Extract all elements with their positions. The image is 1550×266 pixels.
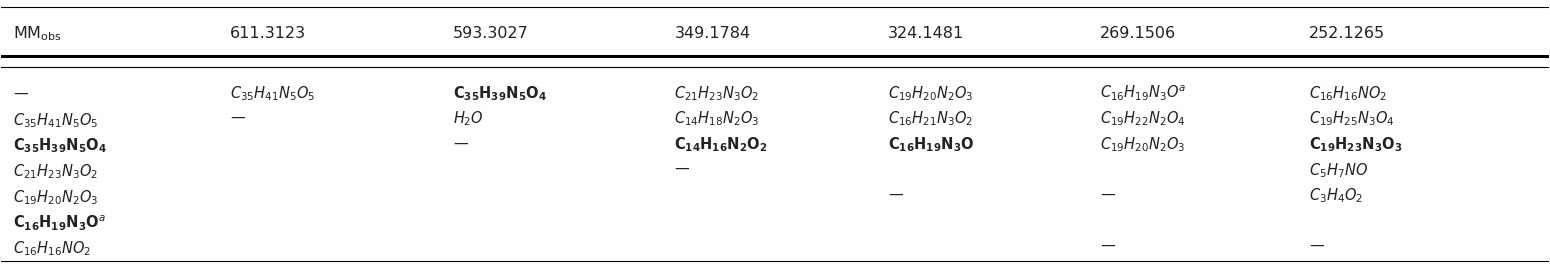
Text: —: — [1100,238,1114,253]
Text: $C_{19}H_{20}N_{2}O_{3}$: $C_{19}H_{20}N_{2}O_{3}$ [1100,135,1186,154]
Text: $C_{16}H_{16}NO_{2}$: $C_{16}H_{16}NO_{2}$ [12,239,91,258]
Text: $C_{3}H_{4}O_{2}$: $C_{3}H_{4}O_{2}$ [1310,187,1364,205]
Text: —: — [229,110,245,125]
Text: $C_{21}H_{23}N_{3}O_{2}$: $C_{21}H_{23}N_{3}O_{2}$ [12,162,98,181]
Text: $C_{21}H_{23}N_{3}O_{2}$: $C_{21}H_{23}N_{3}O_{2}$ [674,84,760,103]
Text: $\mathbf{C_{16}H_{19}N_{3}O}$: $\mathbf{C_{16}H_{19}N_{3}O}$ [888,135,975,154]
Text: $C_{16}H_{16}NO_{2}$: $C_{16}H_{16}NO_{2}$ [1310,84,1387,103]
Text: —: — [888,187,902,202]
Text: —: — [453,135,468,150]
Text: $\mathbf{C_{14}H_{16}N_{2}O_{2}}$: $\mathbf{C_{14}H_{16}N_{2}O_{2}}$ [674,135,767,154]
Text: $C_{19}H_{25}N_{3}O_{4}$: $C_{19}H_{25}N_{3}O_{4}$ [1310,110,1395,128]
Text: $C_{19}H_{20}N_{2}O_{3}$: $C_{19}H_{20}N_{2}O_{3}$ [12,188,98,207]
Text: 611.3123: 611.3123 [229,26,305,41]
Text: $C_{35}H_{41}N_{5}O_{5}$: $C_{35}H_{41}N_{5}O_{5}$ [229,84,315,103]
Text: $\mathbf{C_{16}H_{19}N_{3}O}^{a}$: $\mathbf{C_{16}H_{19}N_{3}O}^{a}$ [12,214,105,233]
Text: 324.1481: 324.1481 [888,26,964,41]
Text: $C_{19}H_{20}N_{2}O_{3}$: $C_{19}H_{20}N_{2}O_{3}$ [888,84,973,103]
Text: 252.1265: 252.1265 [1310,26,1386,41]
Text: 349.1784: 349.1784 [674,26,750,41]
Text: $C_{19}H_{22}N_{2}O_{4}$: $C_{19}H_{22}N_{2}O_{4}$ [1100,110,1186,128]
Text: $C_{16}H_{19}N_{3}O^{a}$: $C_{16}H_{19}N_{3}O^{a}$ [1100,84,1187,103]
Text: $C_{35}H_{41}N_{5}O_{5}$: $C_{35}H_{41}N_{5}O_{5}$ [12,111,98,130]
Text: $\mathbf{C_{35}H_{39}N_{5}O_{4}}$: $\mathbf{C_{35}H_{39}N_{5}O_{4}}$ [12,137,107,155]
Text: 269.1506: 269.1506 [1100,26,1176,41]
Text: $C_{14}H_{18}N_{2}O_{3}$: $C_{14}H_{18}N_{2}O_{3}$ [674,110,760,128]
Text: —: — [1310,238,1324,253]
Text: $H_{2}O$: $H_{2}O$ [453,110,484,128]
Text: 593.3027: 593.3027 [453,26,529,41]
Text: $\mathbf{C_{35}H_{39}N_{5}O_{4}}$: $\mathbf{C_{35}H_{39}N_{5}O_{4}}$ [453,84,547,103]
Text: $\mathrm{MM_{obs}}$: $\mathrm{MM_{obs}}$ [12,24,62,43]
Text: $C_{16}H_{21}N_{3}O_{2}$: $C_{16}H_{21}N_{3}O_{2}$ [888,110,973,128]
Text: $\mathbf{C_{19}H_{23}N_{3}O_{3}}$: $\mathbf{C_{19}H_{23}N_{3}O_{3}}$ [1310,135,1403,154]
Text: —: — [12,85,28,100]
Text: —: — [1100,187,1114,202]
Text: $C_{5}H_{7}NO$: $C_{5}H_{7}NO$ [1310,161,1369,180]
Text: —: — [674,161,690,176]
